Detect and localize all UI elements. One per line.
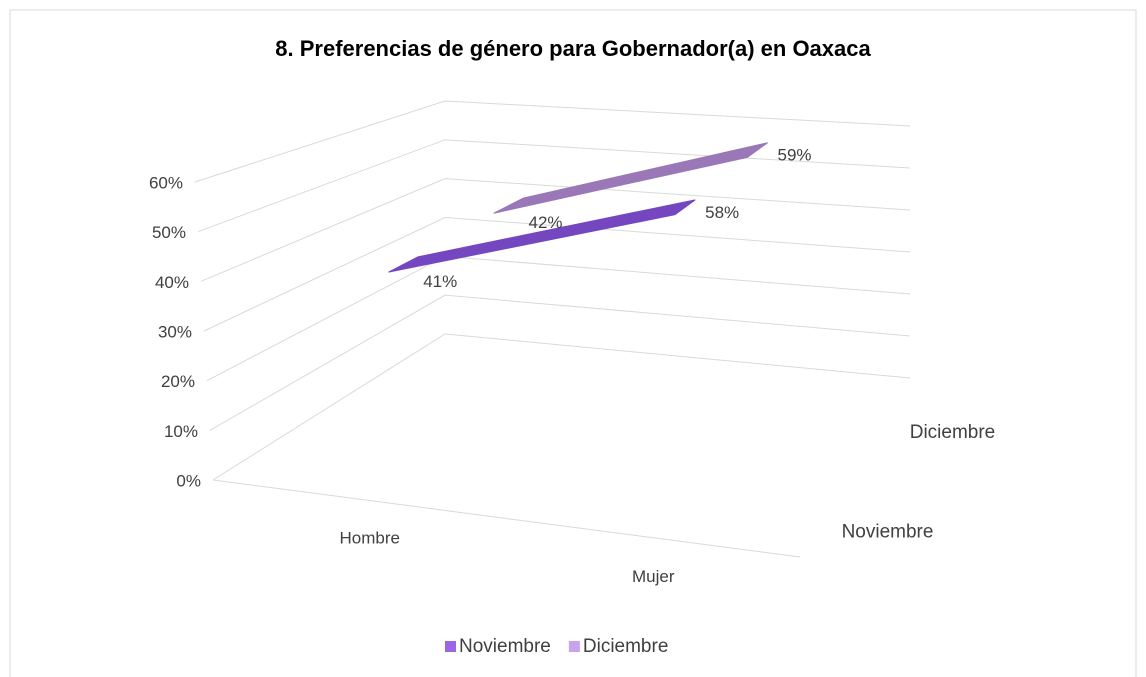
- data-label: 58%: [705, 203, 739, 222]
- depth-label: Noviembre: [842, 521, 934, 542]
- series-ribbon: [388, 199, 696, 273]
- data-label: 41%: [423, 272, 457, 291]
- floor-edge: [212, 479, 801, 558]
- x-tick-label: Hombre: [340, 529, 400, 548]
- depth-label: Diciembre: [910, 422, 996, 443]
- grid-line: [197, 139, 911, 233]
- y-tick-label: 20%: [161, 372, 195, 391]
- y-tick-label: 50%: [152, 223, 186, 242]
- grid-line: [200, 178, 911, 282]
- legend-swatch: [445, 641, 456, 652]
- legend-label: Noviembre: [459, 636, 551, 657]
- data-label: 59%: [778, 146, 812, 165]
- legend-swatch: [568, 641, 580, 652]
- grid-line: [194, 100, 911, 183]
- y-tick-label: 40%: [155, 273, 189, 292]
- y-tick-label: 60%: [149, 173, 183, 192]
- grid-line: [209, 294, 911, 431]
- series-ribbon: [493, 142, 768, 214]
- y-tick-label: 10%: [164, 422, 198, 441]
- grid-line: [203, 216, 911, 332]
- legend-label: Diciembre: [583, 636, 669, 657]
- y-tick-label: 0%: [176, 471, 201, 490]
- data-label: 42%: [529, 213, 563, 232]
- grid-line: [212, 333, 911, 481]
- x-tick-label: Mujer: [632, 567, 675, 586]
- chart-title: 8. Preferencias de género para Gobernado…: [275, 36, 871, 61]
- chart-frame: [9, 9, 1137, 677]
- y-tick-label: 30%: [158, 322, 192, 341]
